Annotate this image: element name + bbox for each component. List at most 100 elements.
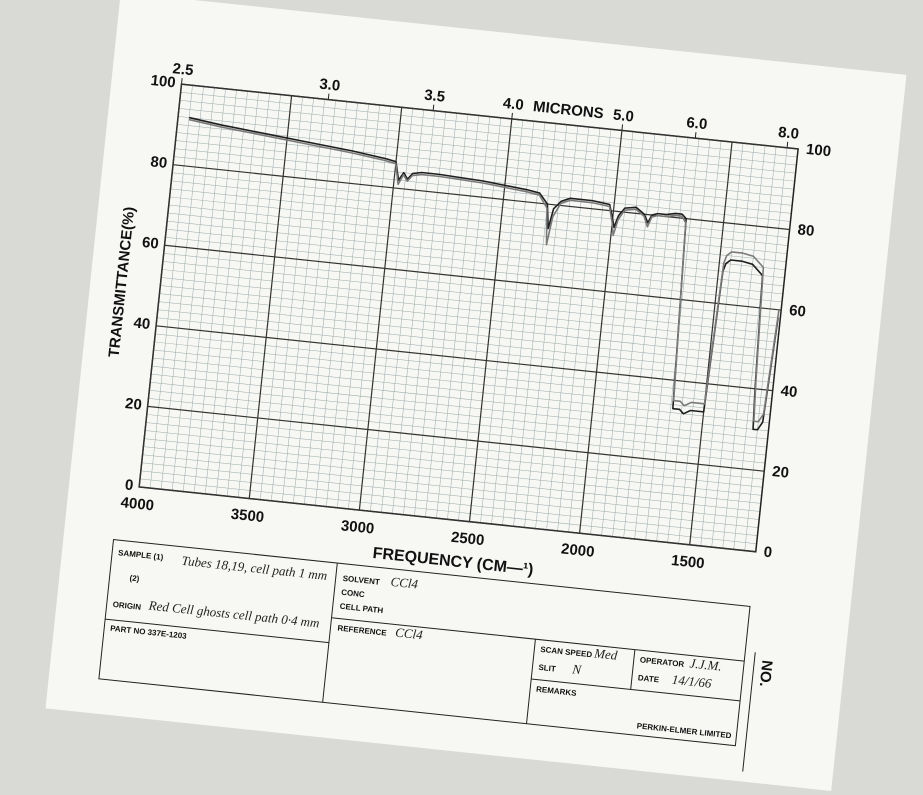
number-label: NO. bbox=[756, 659, 776, 687]
minor-grid-line bbox=[160, 285, 777, 351]
minor-grid-line bbox=[167, 212, 785, 279]
grid-line bbox=[358, 107, 403, 511]
x2-tick bbox=[432, 104, 435, 111]
form-divider bbox=[331, 617, 745, 662]
x2-tick-label: 5.0 bbox=[612, 106, 635, 125]
minor-grid-line bbox=[148, 398, 766, 464]
grid-line bbox=[578, 130, 623, 534]
minor-grid-line bbox=[152, 357, 770, 424]
grid-line bbox=[248, 95, 293, 499]
grid-line bbox=[139, 486, 756, 553]
minor-grid-line bbox=[157, 309, 775, 375]
x-tick-label: 2500 bbox=[450, 529, 485, 549]
minor-grid-line bbox=[144, 438, 761, 504]
form-divider bbox=[630, 649, 636, 690]
form-box bbox=[98, 538, 751, 747]
minor-grid-line bbox=[180, 91, 798, 158]
x2-tick-label: 4.0 bbox=[502, 95, 525, 114]
minor-grid-line bbox=[145, 430, 762, 496]
x2-tick bbox=[327, 93, 330, 100]
corner-mark bbox=[742, 652, 756, 772]
form bbox=[98, 538, 756, 772]
minor-grid-line bbox=[150, 381, 767, 448]
minor-grid-line bbox=[143, 446, 761, 512]
grid-line bbox=[147, 405, 765, 472]
x2-tick bbox=[694, 132, 697, 139]
grid-line bbox=[138, 84, 183, 488]
x2-tick bbox=[621, 124, 624, 131]
minor-grid-line bbox=[158, 301, 776, 367]
minor-grid-line bbox=[167, 220, 784, 287]
y-tick-label-right: 80 bbox=[797, 221, 815, 240]
y-tick-label-right: 20 bbox=[771, 463, 789, 482]
label: SOLVENT bbox=[342, 574, 380, 587]
minor-grid-line bbox=[178, 108, 796, 174]
grid-line bbox=[164, 244, 782, 311]
value: CCl4 bbox=[395, 625, 424, 643]
label: (2) bbox=[129, 574, 140, 584]
y-tick-label-right: 0 bbox=[763, 544, 773, 562]
y-tick-label: 0 bbox=[124, 476, 134, 494]
minor-grid-line bbox=[145, 422, 763, 488]
minor-grid-line bbox=[150, 373, 768, 440]
minor-grid-line bbox=[151, 365, 769, 432]
minor-grid-line bbox=[163, 253, 781, 319]
value: CCl4 bbox=[390, 574, 419, 592]
minor-grid-line bbox=[154, 341, 772, 407]
minor-grid-line bbox=[142, 454, 760, 520]
y-tick-label-right: 100 bbox=[805, 141, 832, 161]
form-divider bbox=[526, 639, 536, 724]
spectrum-trace bbox=[188, 116, 779, 431]
x2-tick-label: 3.5 bbox=[423, 87, 446, 106]
label: DATE bbox=[637, 673, 660, 684]
value: 14/1/66 bbox=[671, 672, 713, 691]
minor-grid-line bbox=[175, 140, 793, 206]
minor-grid-line bbox=[161, 277, 778, 343]
form-divider bbox=[531, 678, 741, 702]
form-divider bbox=[322, 563, 338, 703]
grid-line bbox=[181, 83, 799, 150]
minor-grid-line bbox=[177, 124, 794, 190]
value: N bbox=[571, 661, 584, 677]
x2-tick bbox=[180, 78, 183, 85]
x2-tick-label: 6.0 bbox=[686, 114, 709, 133]
minor-grid-line bbox=[173, 156, 791, 222]
x2-tick-label: 8.0 bbox=[777, 124, 800, 143]
minor-grid-line bbox=[149, 390, 766, 456]
label: SLIT bbox=[538, 663, 556, 674]
x2-tick-label: 3.0 bbox=[319, 76, 342, 95]
value: J.J.M. bbox=[689, 655, 723, 673]
x-tick-label: 1500 bbox=[670, 552, 705, 572]
minor-grid-line bbox=[166, 228, 783, 295]
minor-grid-line bbox=[139, 478, 757, 544]
x-tick-label: 3500 bbox=[230, 506, 265, 526]
y-tick-label: 40 bbox=[133, 314, 151, 333]
y-tick-label: 80 bbox=[150, 153, 168, 172]
minor-grid-line bbox=[159, 293, 777, 359]
label: CONC bbox=[341, 588, 366, 599]
x-tick-label: 3000 bbox=[340, 517, 375, 537]
minor-grid-line bbox=[162, 261, 780, 327]
card bbox=[45, 0, 907, 791]
grid-line bbox=[156, 325, 773, 392]
minor-grid-line bbox=[153, 349, 771, 416]
minor-grid-line bbox=[178, 116, 795, 182]
x2-tick bbox=[786, 141, 789, 148]
spectrum-trace bbox=[188, 118, 780, 423]
minor-grid-line bbox=[156, 317, 774, 383]
minor-grid-line bbox=[161, 269, 779, 335]
y-tick-label-right: 40 bbox=[780, 382, 798, 401]
x2-tick-label: 2.5 bbox=[172, 60, 195, 79]
grid-line bbox=[689, 141, 733, 545]
minor-grid-line bbox=[141, 462, 759, 528]
value: Med bbox=[593, 645, 619, 662]
x-tick-label: 4000 bbox=[120, 494, 155, 514]
y-tick-label: 60 bbox=[141, 234, 159, 253]
y-tick-label-right: 60 bbox=[788, 302, 806, 321]
x-tick-label: 2000 bbox=[560, 540, 595, 560]
minor-grid-line bbox=[176, 132, 794, 198]
